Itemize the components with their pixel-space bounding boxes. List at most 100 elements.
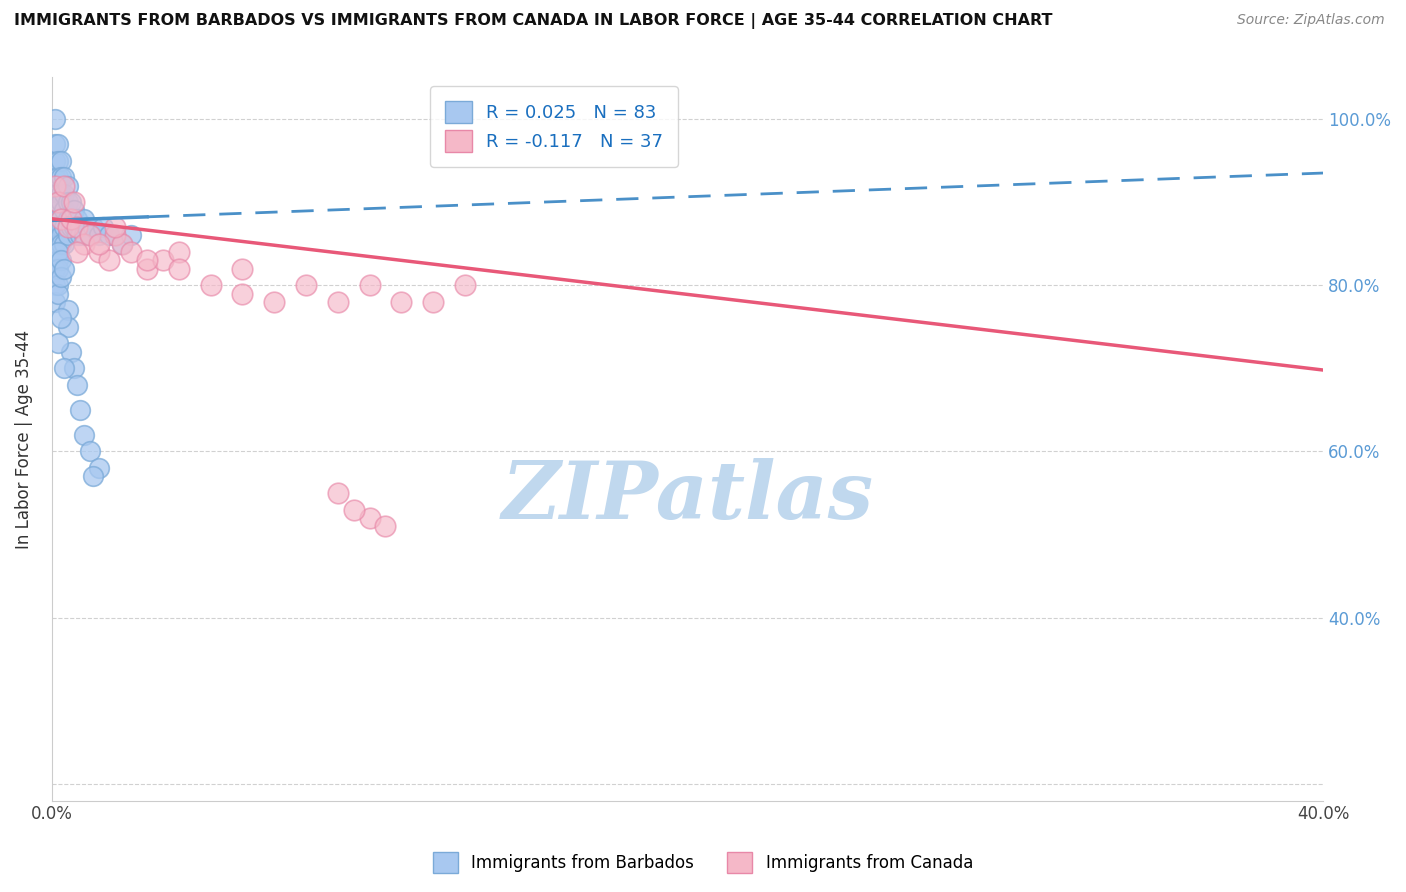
Point	[51, 269, 73, 284]
Point	[120, 245, 142, 260]
Point	[89, 228, 111, 243]
Point	[46, 228, 69, 243]
Point	[56, 228, 79, 243]
Point	[454, 278, 477, 293]
Point	[104, 228, 127, 243]
Point	[44, 195, 66, 210]
Legend: R = 0.025   N = 83, R = -0.117   N = 37: R = 0.025 N = 83, R = -0.117 N = 37	[430, 87, 678, 167]
Point	[69, 228, 91, 243]
Point	[111, 236, 134, 251]
Point	[263, 294, 285, 309]
Point	[343, 502, 366, 516]
Point	[46, 136, 69, 151]
Point	[53, 170, 76, 185]
Text: IMMIGRANTS FROM BARBADOS VS IMMIGRANTS FROM CANADA IN LABOR FORCE | AGE 35-44 CO: IMMIGRANTS FROM BARBADOS VS IMMIGRANTS F…	[14, 13, 1053, 29]
Point	[89, 461, 111, 475]
Point	[51, 220, 73, 235]
Point	[46, 253, 69, 268]
Point	[111, 236, 134, 251]
Point	[44, 136, 66, 151]
Point	[59, 211, 82, 226]
Point	[66, 211, 89, 226]
Point	[46, 245, 69, 260]
Point	[44, 220, 66, 235]
Point	[56, 303, 79, 318]
Point	[326, 294, 349, 309]
Point	[44, 278, 66, 293]
Point	[79, 444, 101, 458]
Point	[104, 228, 127, 243]
Point	[63, 203, 86, 218]
Point	[231, 286, 253, 301]
Point	[63, 220, 86, 235]
Point	[51, 195, 73, 210]
Point	[66, 245, 89, 260]
Point	[69, 403, 91, 417]
Point	[72, 228, 94, 243]
Point	[56, 211, 79, 226]
Point	[63, 361, 86, 376]
Point	[97, 228, 120, 243]
Point	[44, 211, 66, 226]
Point	[51, 211, 73, 226]
Point	[53, 361, 76, 376]
Point	[89, 245, 111, 260]
Point	[326, 486, 349, 500]
Point	[79, 228, 101, 243]
Point	[44, 178, 66, 193]
Point	[44, 294, 66, 309]
Point	[46, 278, 69, 293]
Point	[51, 186, 73, 201]
Point	[53, 186, 76, 201]
Point	[46, 195, 69, 210]
Point	[51, 153, 73, 168]
Point	[44, 236, 66, 251]
Point	[359, 511, 381, 525]
Point	[53, 261, 76, 276]
Point	[51, 236, 73, 251]
Point	[56, 220, 79, 235]
Point	[97, 253, 120, 268]
Point	[44, 228, 66, 243]
Point	[231, 261, 253, 276]
Point	[53, 220, 76, 235]
Point	[91, 220, 114, 235]
Point	[46, 153, 69, 168]
Point	[46, 170, 69, 185]
Y-axis label: In Labor Force | Age 35-44: In Labor Force | Age 35-44	[15, 329, 32, 549]
Point	[46, 195, 69, 210]
Point	[72, 236, 94, 251]
Point	[46, 286, 69, 301]
Point	[51, 311, 73, 326]
Point	[389, 294, 412, 309]
Point	[136, 253, 159, 268]
Point	[63, 195, 86, 210]
Text: Source: ZipAtlas.com: Source: ZipAtlas.com	[1237, 13, 1385, 28]
Point	[59, 220, 82, 235]
Point	[152, 253, 174, 268]
Point	[44, 261, 66, 276]
Point	[295, 278, 318, 293]
Point	[76, 220, 98, 235]
Point	[59, 195, 82, 210]
Point	[72, 211, 94, 226]
Point	[46, 220, 69, 235]
Point	[53, 203, 76, 218]
Point	[79, 228, 101, 243]
Point	[104, 220, 127, 235]
Point	[56, 220, 79, 235]
Point	[51, 228, 73, 243]
Point	[56, 319, 79, 334]
Point	[46, 336, 69, 351]
Point	[72, 428, 94, 442]
Point	[46, 245, 69, 260]
Point	[46, 203, 69, 218]
Point	[167, 245, 190, 260]
Point	[46, 211, 69, 226]
Point	[51, 170, 73, 185]
Point	[59, 344, 82, 359]
Point	[51, 211, 73, 226]
Point	[44, 170, 66, 185]
Point	[120, 228, 142, 243]
Point	[56, 195, 79, 210]
